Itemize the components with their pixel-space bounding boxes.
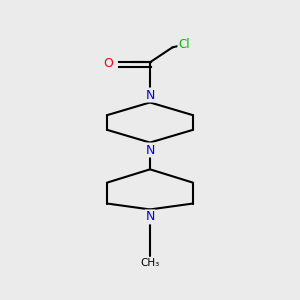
- Text: N: N: [145, 143, 155, 157]
- Text: CH₃: CH₃: [140, 258, 160, 268]
- Text: N: N: [145, 210, 155, 224]
- Text: Cl: Cl: [178, 38, 190, 51]
- Text: O: O: [103, 57, 113, 70]
- Text: N: N: [145, 88, 155, 101]
